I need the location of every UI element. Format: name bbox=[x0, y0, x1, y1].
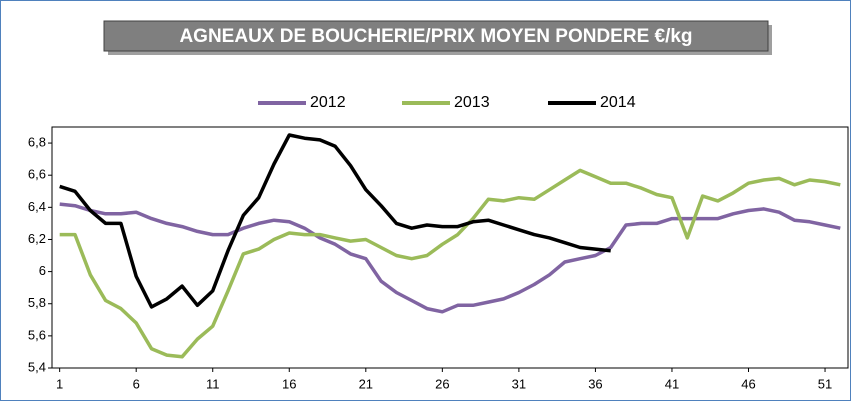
y-tick-label: 6,6 bbox=[28, 167, 46, 182]
series-line bbox=[59, 202, 841, 314]
x-tick-label: 31 bbox=[512, 376, 526, 391]
x-tick-label: 26 bbox=[435, 376, 449, 391]
x-tick-label: 46 bbox=[741, 376, 755, 391]
chart-title: AGNEAUX DE BOUCHERIE/PRIX MOYEN PONDERE … bbox=[179, 26, 692, 47]
y-tick-label: 6,4 bbox=[28, 199, 46, 214]
title-box bbox=[103, 20, 769, 52]
x-tick-label: 11 bbox=[206, 376, 220, 391]
y-tick-label: 6,2 bbox=[28, 231, 46, 246]
series-line bbox=[59, 133, 611, 309]
x-tick-label: 36 bbox=[588, 376, 602, 391]
legend-label: 2013 bbox=[454, 94, 490, 111]
x-tick-label: 41 bbox=[665, 376, 679, 391]
y-tick-label: 6,8 bbox=[28, 135, 46, 150]
y-tick-label: 5,4 bbox=[28, 359, 46, 374]
y-tick-label: 6 bbox=[39, 263, 46, 278]
plot-area bbox=[51, 126, 849, 369]
y-tick-label: 5,8 bbox=[28, 295, 46, 310]
x-tick-label: 6 bbox=[133, 376, 140, 391]
x-tick-label: 51 bbox=[818, 376, 832, 391]
legend-label: 2014 bbox=[600, 94, 636, 111]
x-tick-label: 21 bbox=[359, 376, 373, 391]
x-tick-label: 16 bbox=[282, 376, 296, 391]
series-line bbox=[59, 168, 841, 359]
x-tick-label: 1 bbox=[56, 376, 63, 391]
y-tick-label: 5,6 bbox=[28, 327, 46, 342]
legend-label: 2012 bbox=[310, 94, 346, 111]
